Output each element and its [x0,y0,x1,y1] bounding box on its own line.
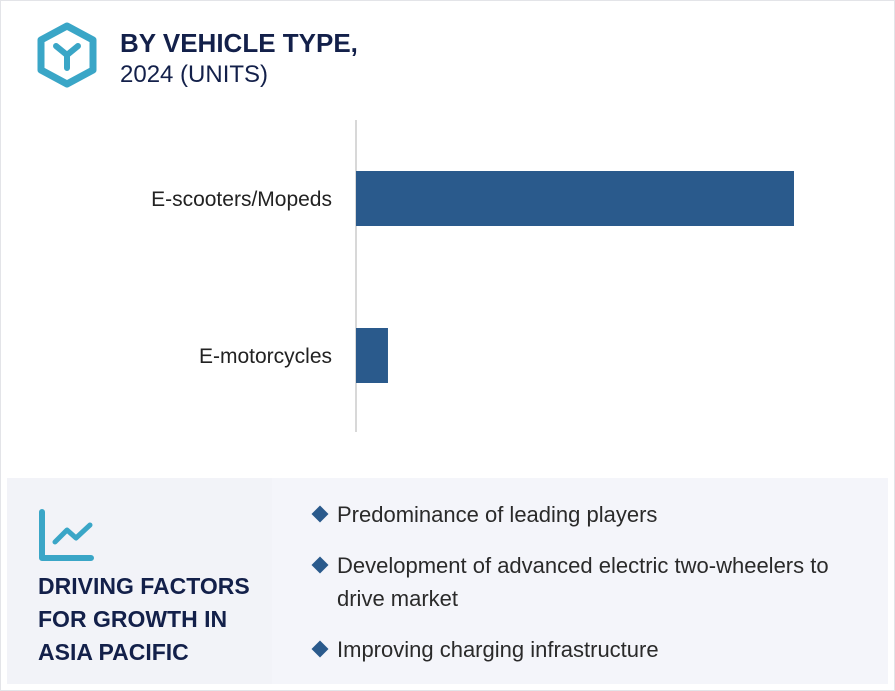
bar-0 [356,171,794,226]
list-item: Development of advanced electric two-whe… [310,549,877,615]
list-item: Improving charging infrastructure [310,633,877,666]
chart-title: BY VEHICLE TYPE, [120,28,358,58]
category-label: E-scooters/Mopeds [151,188,332,211]
list-item: Predominance of leading players [310,498,877,531]
category-label: E-motorcycles [199,345,332,368]
bar-1 [356,328,388,383]
bar-chart: E-scooters/Mopeds E-motorcycles [151,120,794,432]
panel-left: DRIVING FACTORS FOR GROWTH IN ASIA PACIF… [7,478,272,684]
chart-subtitle: 2024 (UNITS) [120,61,269,88]
panel-title: DRIVING FACTORS FOR GROWTH IN ASIA PACIF… [38,573,250,665]
driving-factors-panel: DRIVING FACTORS FOR GROWTH IN ASIA PACIF… [7,478,888,684]
line-chart-icon [39,509,94,561]
factor-list: Predominance of leading players Developm… [310,498,877,684]
hexagon-y-icon [37,22,97,88]
